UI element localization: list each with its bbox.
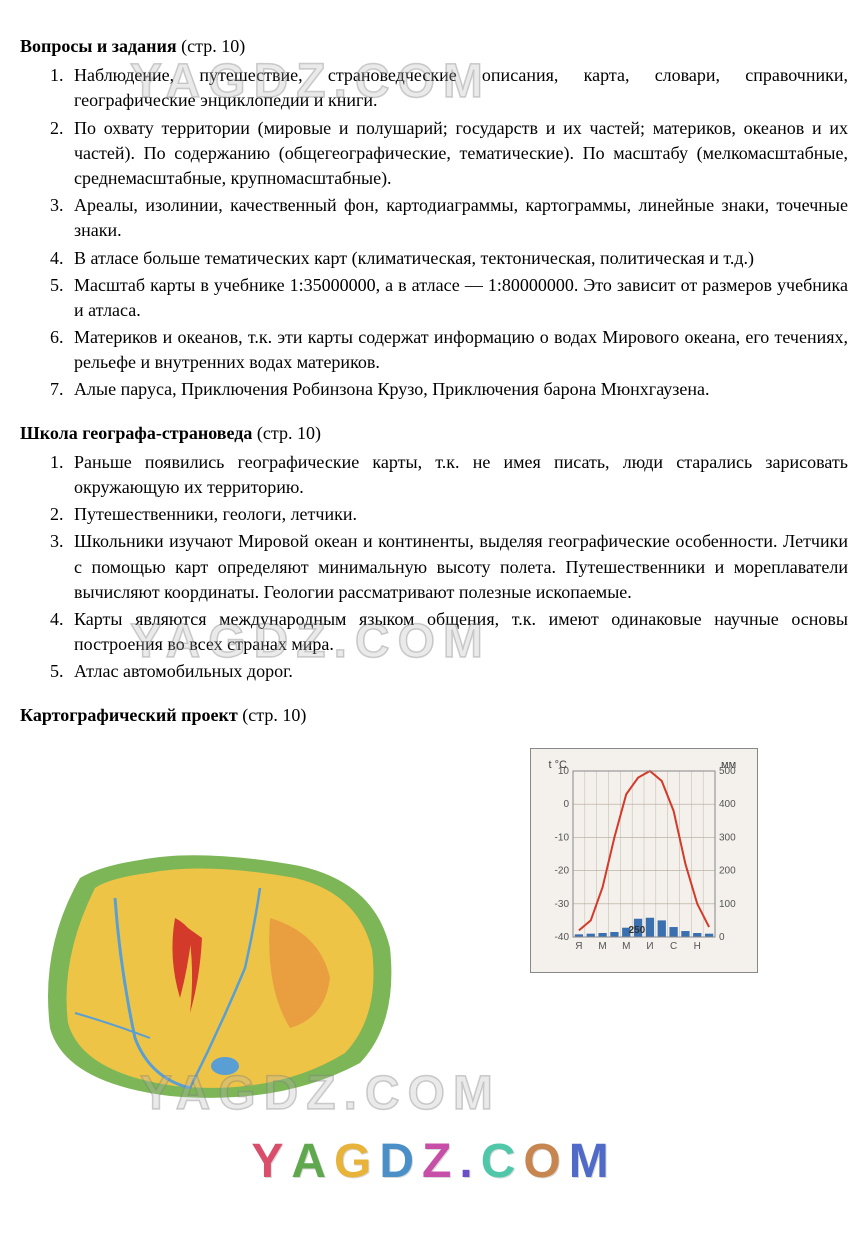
list-item: Ареалы, изолинии, качественный фон, карт… (68, 193, 848, 243)
list-item: В атласе больше тематических карт (клима… (68, 246, 848, 271)
section2-list: Раньше появились географические карты, т… (20, 450, 848, 685)
list-item: Школьники изучают Мировой океан и контин… (68, 529, 848, 605)
svg-text:Я: Я (575, 941, 582, 952)
svg-text:М: М (622, 941, 630, 952)
list-item: Масштаб карты в учебнике 1:35000000, а в… (68, 273, 848, 323)
project-figures: 105000400-10300-20200-30100-400t °CммЯММ… (20, 748, 848, 1108)
section3-title: Картографический проект (20, 705, 238, 725)
svg-text:400: 400 (719, 799, 736, 810)
svg-text:Н: Н (694, 941, 701, 952)
section1-title: Вопросы и задания (20, 36, 177, 56)
section1-page: (стр. 10) (181, 36, 245, 56)
svg-text:И: И (646, 941, 653, 952)
svg-text:С: С (670, 941, 677, 952)
svg-text:-40: -40 (555, 932, 570, 943)
section1-list: Наблюдение, путешествие, страноведческие… (20, 63, 848, 402)
svg-text:-10: -10 (555, 832, 570, 843)
section2-page: (стр. 10) (257, 423, 321, 443)
svg-text:100: 100 (719, 898, 736, 909)
svg-text:t °C: t °C (549, 759, 568, 771)
climate-chart-container: 105000400-10300-20200-30100-400t °CммЯММ… (530, 748, 758, 973)
list-item: Алые паруса, Приключения Робинзона Крузо… (68, 377, 848, 402)
list-item: Путешественники, геологи, летчики. (68, 502, 848, 527)
map-figure (20, 828, 400, 1108)
list-item: Раньше появились географические карты, т… (68, 450, 848, 500)
svg-text:-30: -30 (555, 898, 570, 909)
svg-text:250: 250 (629, 925, 646, 936)
svg-text:300: 300 (719, 832, 736, 843)
section3-header: Картографический проект (стр. 10) (20, 703, 848, 728)
svg-text:0: 0 (563, 799, 569, 810)
list-item: Материков и океанов, т.к. эти карты соде… (68, 325, 848, 375)
list-item: Атлас автомобильных дорог. (68, 659, 848, 684)
list-item: Наблюдение, путешествие, страноведческие… (68, 63, 848, 113)
climate-chart: 105000400-10300-20200-30100-400t °CммЯММ… (539, 757, 749, 957)
section1-header: Вопросы и задания (стр. 10) (20, 34, 848, 59)
section2-title: Школа географа-страноведа (20, 423, 252, 443)
svg-text:М: М (598, 941, 606, 952)
svg-text:мм: мм (721, 759, 736, 771)
section2-header: Школа географа-страноведа (стр. 10) (20, 421, 848, 446)
svg-text:-20: -20 (555, 865, 570, 876)
section3-page: (стр. 10) (242, 705, 306, 725)
list-item: Карты являются международным языком обще… (68, 607, 848, 657)
list-item: По охвату территории (мировые и полушари… (68, 116, 848, 192)
watermark-bottom: YAGDZ.COM (20, 1128, 848, 1195)
svg-text:0: 0 (719, 932, 725, 943)
svg-text:200: 200 (719, 865, 736, 876)
